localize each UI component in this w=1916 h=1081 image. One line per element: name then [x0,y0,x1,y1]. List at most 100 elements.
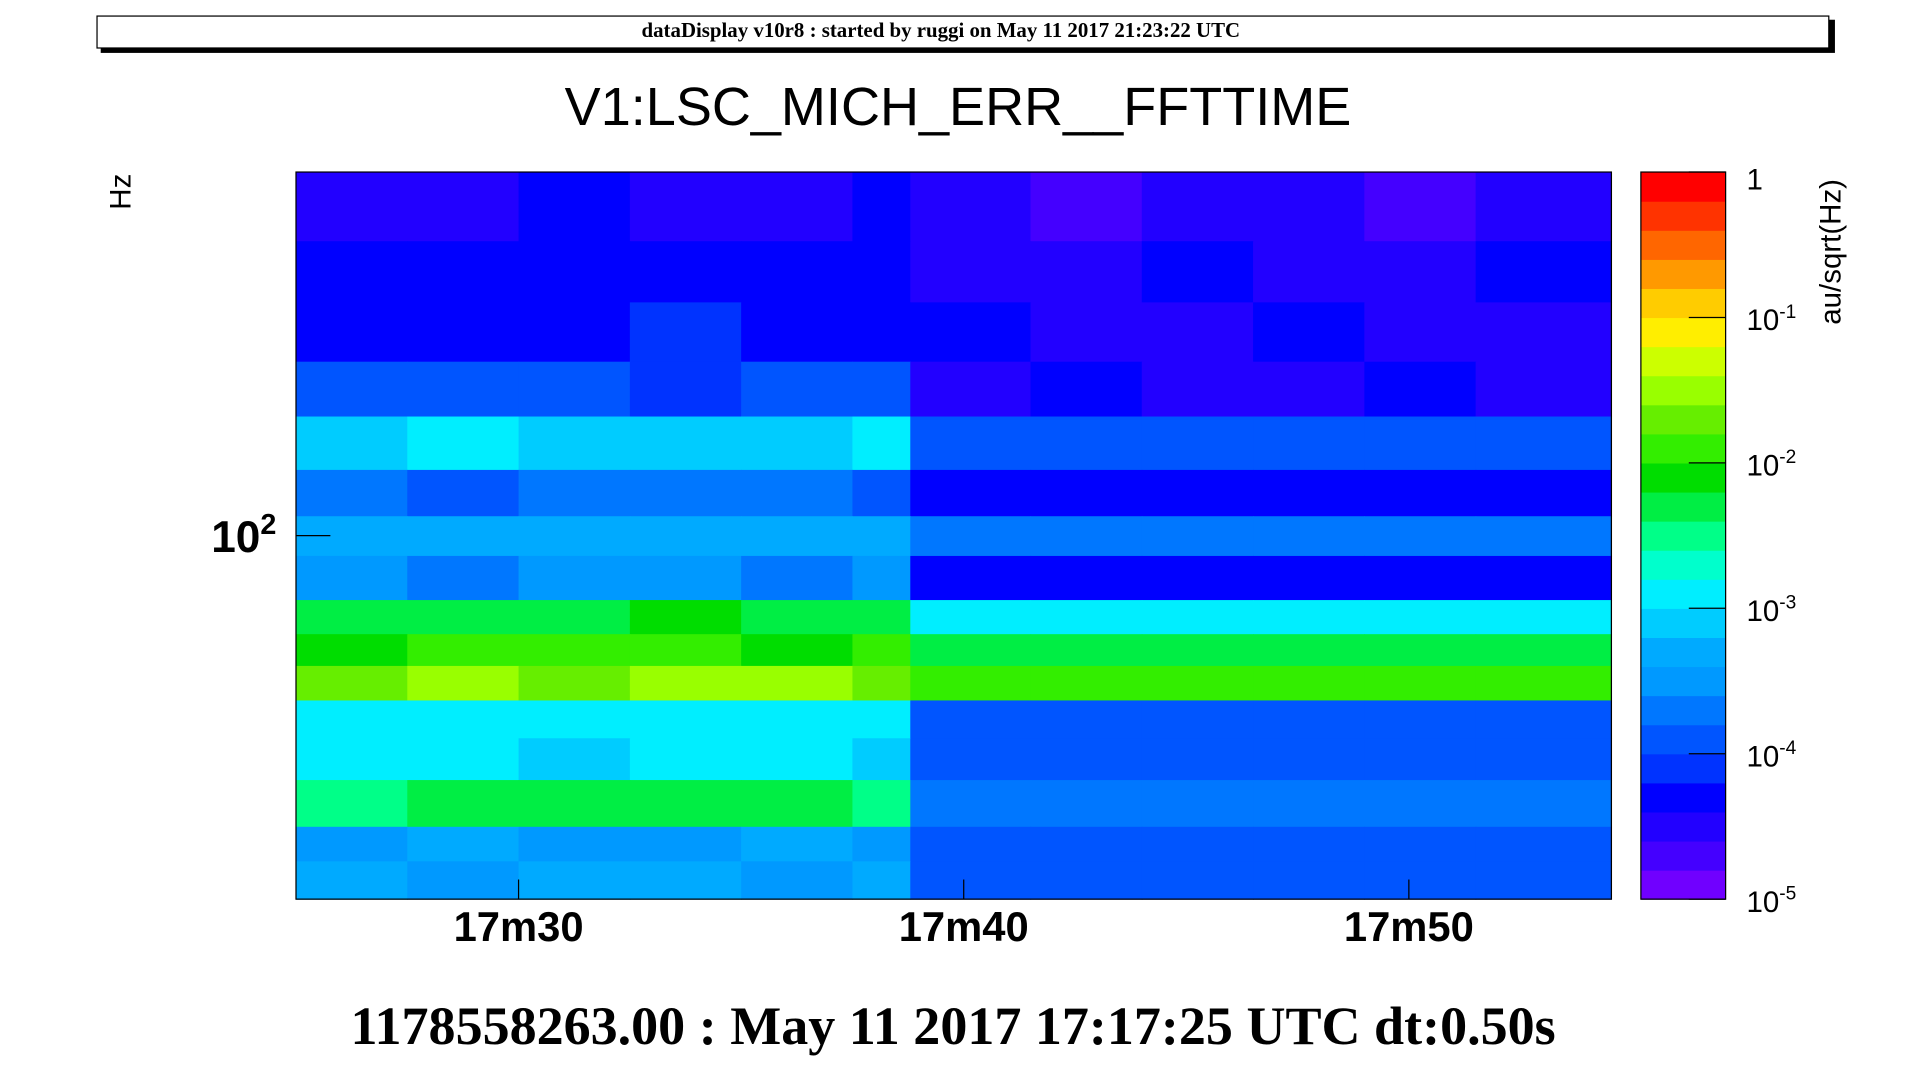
z-tick-label: 1 [1747,164,1763,197]
cell [741,665,854,702]
cell [407,700,520,739]
colorbar-swatch [1640,346,1726,377]
cell [629,700,742,739]
cell [518,302,631,363]
cell [1030,600,1143,635]
cell [1030,700,1143,739]
cell [1253,361,1365,418]
cell [295,469,408,517]
cell [1364,780,1477,828]
colorbar-swatch [1640,259,1726,289]
cell [1364,555,1477,601]
cell [629,302,742,363]
cell [1030,516,1143,557]
cell [741,416,854,471]
cell [1364,302,1477,363]
cell [1141,302,1254,363]
cell [741,555,854,601]
cell [1253,780,1365,828]
colorbar-swatch [1640,491,1726,522]
cell [1030,634,1143,667]
cell [1364,469,1477,517]
cell [407,172,520,242]
cell [1030,738,1143,781]
cell [629,516,742,557]
cell [295,700,408,739]
cell [518,241,631,303]
cell [852,416,911,471]
cell [407,826,520,862]
cell [910,700,1032,739]
cell [1141,469,1254,517]
cell [741,241,854,303]
chart-title: V1:LSC_MICH_ERR__FFTTIME [565,77,1352,137]
cell [741,700,854,739]
cell [295,826,408,862]
cell [741,826,854,862]
cell [910,241,1032,303]
cell [1475,241,1613,303]
z-tick-label: 10-2 [1747,447,1797,482]
cell [1141,361,1254,418]
cell [1475,780,1613,828]
cell [741,780,854,828]
cell [852,780,911,828]
cell [629,600,742,635]
z-tick-label: 10-3 [1747,593,1797,628]
x-tick-label: 17m50 [1344,903,1474,950]
cell [295,416,408,471]
cell [1364,516,1477,557]
cell [629,416,742,471]
cell [1364,241,1477,303]
cell [407,416,520,471]
cell [1364,361,1477,418]
cell [852,469,911,517]
cell [1364,700,1477,739]
cell [1030,780,1143,828]
cell [1475,302,1613,363]
cell [1141,555,1254,601]
cell [1030,241,1143,303]
colorbar-swatch [1640,637,1726,668]
cell [741,738,854,781]
colorbar-swatch [1640,201,1726,231]
cell [741,469,854,517]
cell [1030,861,1143,900]
header-box [96,15,1830,49]
cell [295,861,408,900]
cell [910,665,1032,702]
cell [518,416,631,471]
cell [407,600,520,635]
y-tick-label: 102 [211,509,276,562]
cell [852,172,911,242]
z-tick-label: 10-4 [1747,738,1797,773]
colorbar-swatch [1640,172,1726,202]
cell [741,516,854,557]
cell [407,861,520,900]
cell [629,738,742,781]
cell [910,555,1032,601]
cell [852,302,911,363]
cell [910,780,1032,828]
cell [910,738,1032,781]
x-tick-label: 17m40 [899,903,1029,950]
cell [852,826,911,862]
cell [1364,738,1477,781]
cell [852,634,911,667]
x-tick-label: 17m30 [454,903,584,950]
cell [1030,361,1143,418]
cell [852,700,911,739]
cell [629,826,742,862]
cell [295,172,408,242]
cell [1141,665,1254,702]
cell [910,826,1032,862]
cell [910,361,1032,418]
cell [407,361,520,418]
colorbar-swatch [1640,375,1726,406]
cell [1253,861,1365,900]
cell [852,516,911,557]
cell [1253,469,1365,517]
cell [1030,555,1143,601]
cell [1475,700,1613,739]
